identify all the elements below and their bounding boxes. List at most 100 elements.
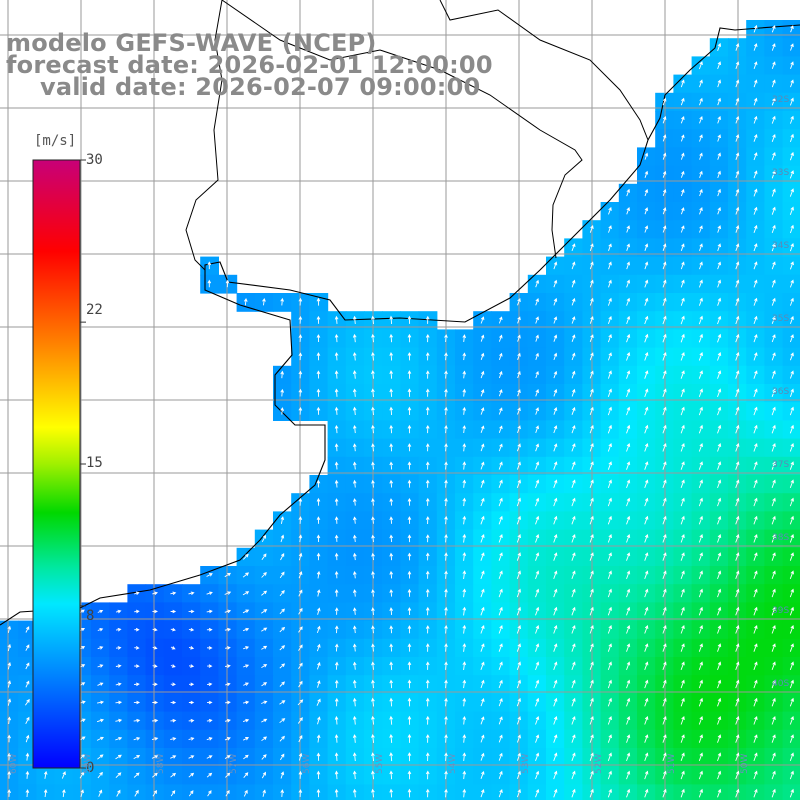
- wind-arrow: [753, 497, 758, 507]
- wind-arrow: [225, 664, 231, 668]
- wind-arrow: [535, 279, 540, 288]
- wind-arrow: [589, 679, 594, 689]
- wind-arrow: [389, 715, 393, 725]
- wind-arrow: [680, 279, 685, 288]
- wind-arrow: [334, 352, 339, 361]
- wind-arrow: [789, 352, 794, 361]
- wind-arrow: [644, 315, 649, 325]
- wind-arrow: [699, 79, 703, 88]
- wind-arrow: [170, 664, 176, 668]
- wind-arrow: [589, 225, 594, 233]
- wind-arrow: [516, 716, 521, 725]
- wind-arrow: [298, 352, 303, 361]
- wind-arrow: [115, 718, 123, 723]
- wind-arrow: [753, 224, 758, 233]
- wind-arrow: [735, 625, 740, 634]
- wind-arrow: [735, 333, 740, 343]
- wind-arrow: [280, 789, 285, 797]
- wind-arrow: [553, 606, 558, 616]
- wind-arrow: [206, 646, 213, 650]
- wind-arrow: [735, 134, 740, 142]
- wind-arrow: [717, 370, 722, 379]
- wind-arrow: [789, 261, 794, 270]
- wind-arrow: [571, 370, 576, 379]
- wind-arrow: [462, 697, 467, 707]
- wind-arrow: [789, 424, 794, 434]
- wind-arrow: [698, 315, 703, 325]
- wind-arrow: [626, 625, 631, 634]
- wind-arrow: [334, 734, 339, 743]
- wind-arrow: [698, 661, 703, 671]
- wind-arrow: [425, 479, 430, 488]
- wind-arrow: [298, 626, 303, 633]
- wind-arrow: [589, 716, 594, 725]
- wind-speed-cell: [182, 784, 201, 800]
- wind-arrow: [571, 752, 576, 762]
- wind-arrow: [626, 188, 630, 197]
- wind-arrow: [644, 170, 649, 178]
- wind-arrow: [261, 553, 267, 560]
- wind-arrow: [134, 682, 140, 687]
- colorbar-tick-label: 22: [86, 302, 103, 318]
- wind-arrow: [717, 716, 722, 725]
- wind-arrow: [626, 515, 631, 525]
- wind-arrow: [425, 497, 430, 506]
- wind-arrow: [626, 461, 631, 470]
- wind-arrow: [698, 570, 703, 580]
- wind-arrow: [753, 43, 758, 51]
- wind-arrow: [771, 552, 776, 561]
- wind-arrow: [644, 207, 649, 215]
- wind-arrow: [243, 772, 249, 778]
- wind-arrow: [662, 189, 667, 197]
- wind-arrow: [589, 479, 594, 489]
- wind-arrow: [698, 734, 703, 743]
- wind-arrow: [297, 717, 303, 724]
- wind-arrow: [225, 700, 231, 705]
- wind-arrow: [735, 716, 740, 725]
- wind-arrow: [662, 225, 667, 233]
- wind-arrow: [753, 334, 758, 343]
- wind-arrow: [298, 571, 303, 579]
- wind-arrow: [444, 570, 448, 579]
- wind-arrow: [553, 770, 558, 780]
- wind-arrow: [680, 734, 685, 743]
- wind-arrow: [607, 770, 612, 780]
- wind-arrow: [224, 755, 231, 759]
- lat-label: 35S: [772, 314, 790, 324]
- wind-arrow: [170, 609, 177, 614]
- wind-arrow: [316, 315, 321, 324]
- wind-arrow: [334, 589, 339, 597]
- wind-arrow: [571, 643, 576, 652]
- wind-arrow: [133, 755, 141, 759]
- wind-arrow: [717, 534, 722, 543]
- wind-arrow: [444, 388, 448, 397]
- wind-arrow: [717, 352, 722, 361]
- lon-label: 55W: [375, 753, 385, 774]
- wind-arrow: [753, 570, 758, 580]
- wind-arrow: [316, 388, 321, 397]
- wind-arrow: [735, 788, 740, 798]
- wind-arrow: [298, 297, 303, 306]
- lon-label: 52W: [594, 753, 604, 774]
- wind-arrow: [535, 770, 540, 780]
- wind-arrow: [680, 752, 685, 762]
- lat-label: 36S: [772, 387, 790, 397]
- wind-arrow: [789, 443, 794, 452]
- wind-arrow: [644, 188, 649, 197]
- wind-arrow: [607, 461, 612, 470]
- wind-arrow: [516, 789, 521, 798]
- wind-arrow: [334, 661, 339, 670]
- wind-arrow: [371, 424, 375, 434]
- wind-arrow: [789, 716, 794, 725]
- wind-arrow: [607, 570, 612, 580]
- wind-arrow: [389, 516, 394, 524]
- wind-arrow: [389, 733, 393, 743]
- wind-arrow: [389, 552, 394, 561]
- wind-arrow: [134, 646, 140, 650]
- wind-arrow: [462, 406, 467, 415]
- wind-arrow: [789, 570, 794, 580]
- wind-arrow: [152, 718, 159, 723]
- wind-arrow: [717, 115, 721, 124]
- wind-arrow: [735, 315, 740, 325]
- wind-arrow: [735, 170, 740, 179]
